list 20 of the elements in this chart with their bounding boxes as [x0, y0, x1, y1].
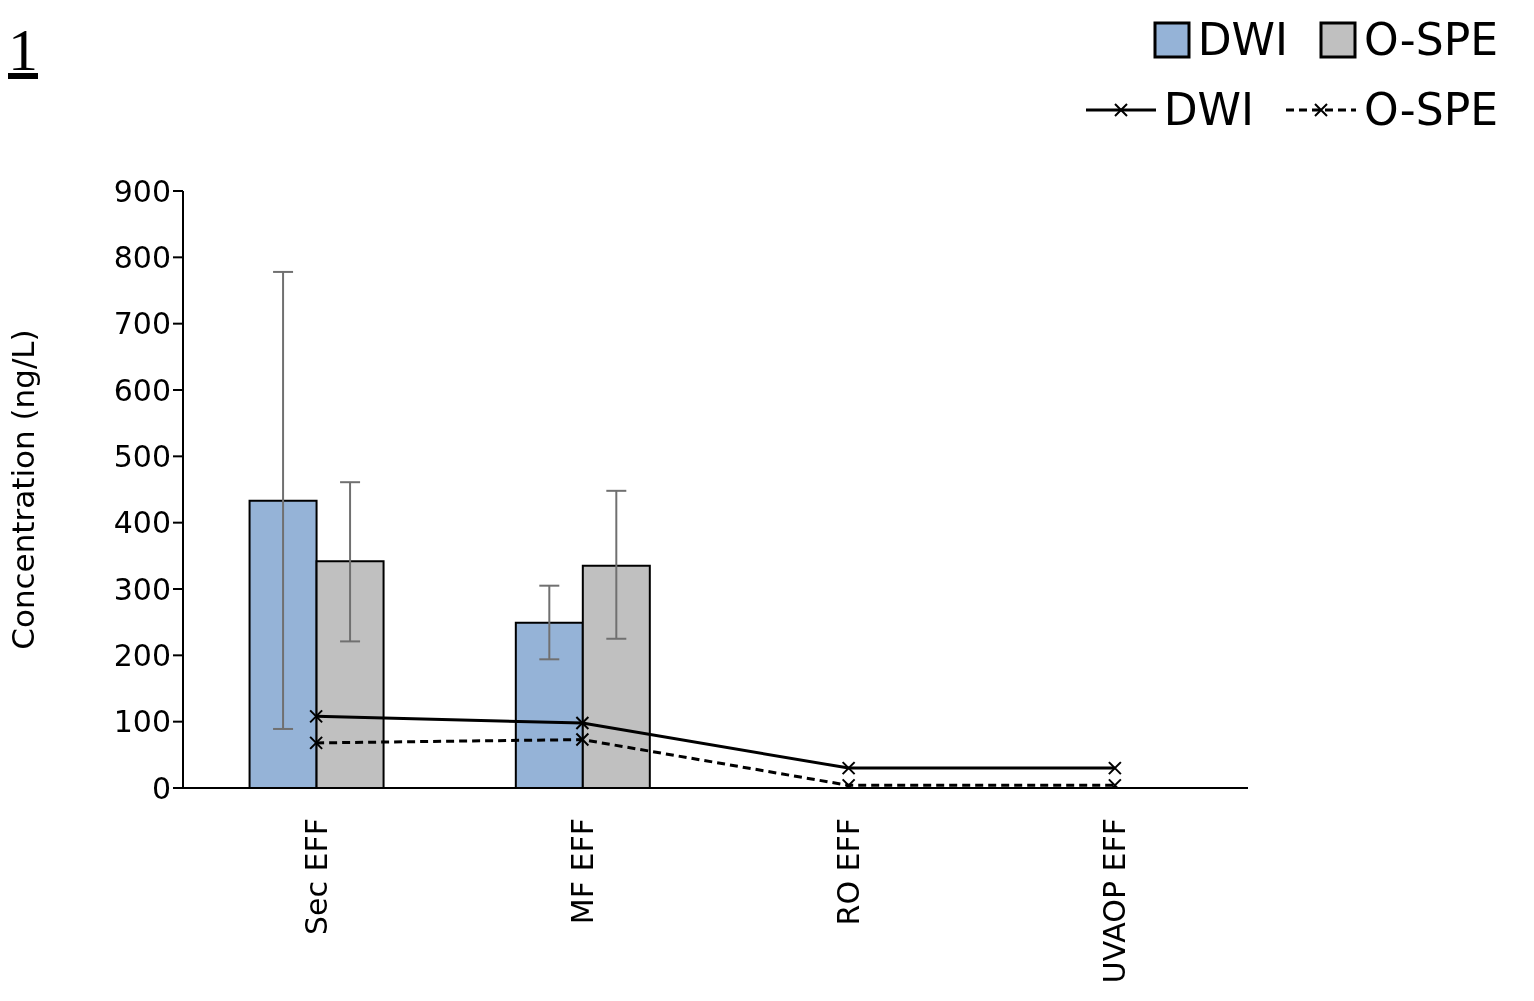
y-axis-title: Concentration (ng/L) [5, 329, 42, 650]
y-tick-label: 500 [113, 438, 171, 474]
y-tick-label: 400 [113, 505, 171, 541]
x-tick-label: Sec EFF [298, 818, 334, 935]
y-tick-label: 300 [113, 571, 171, 607]
y-tick-label: 200 [113, 637, 171, 673]
y-tick-label: 700 [113, 306, 171, 342]
legend-label: DWI [1163, 84, 1254, 136]
legend-label: DWI [1197, 14, 1288, 66]
y-tick-label: 600 [113, 372, 171, 408]
legend-label: O-SPE [1364, 14, 1498, 66]
y-tick-label: 0 [151, 770, 171, 806]
y-tick-label: 800 [113, 239, 171, 275]
x-tick-label: UVAOP EFF [1097, 818, 1133, 984]
text: 1 [8, 17, 38, 83]
y-tick-label: 100 [113, 704, 171, 740]
x-tick-label: RO EFF [831, 818, 867, 926]
x-tick-label: MF EFF [564, 818, 600, 925]
y-tick-label: 900 [113, 173, 171, 209]
legend-label: O-SPE [1364, 84, 1498, 136]
